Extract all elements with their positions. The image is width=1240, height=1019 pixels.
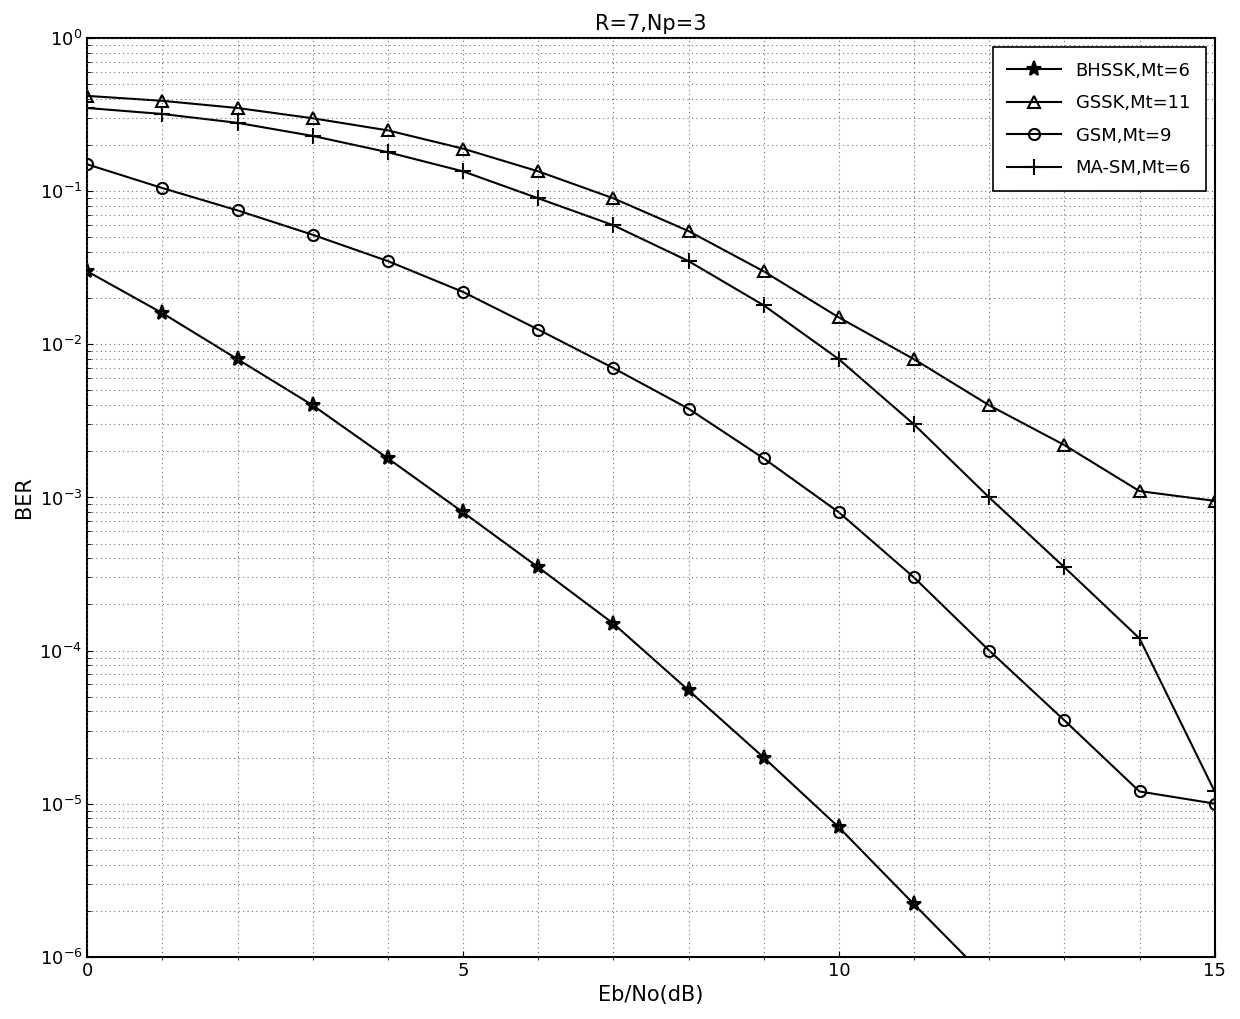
- MA-SM,Mt=6: [1208, 786, 1223, 798]
- MA-SM,Mt=6: [455, 165, 470, 177]
- X-axis label: Eb/No(dB): Eb/No(dB): [598, 985, 703, 1005]
- GSSK,Mt=11: [155, 95, 170, 107]
- GSSK,Mt=11: [982, 399, 997, 412]
- Line: MA-SM,Mt=6: MA-SM,Mt=6: [79, 101, 1223, 799]
- MA-SM,Mt=6: [606, 219, 621, 231]
- Line: GSM,Mt=9: GSM,Mt=9: [82, 159, 1220, 809]
- GSM,Mt=9: [305, 228, 320, 240]
- GSSK,Mt=11: [1132, 485, 1147, 497]
- GSM,Mt=9: [79, 158, 94, 170]
- GSM,Mt=9: [606, 362, 621, 374]
- GSM,Mt=9: [531, 323, 546, 335]
- Y-axis label: BER: BER: [14, 477, 33, 519]
- MA-SM,Mt=6: [79, 102, 94, 114]
- BHSSK,Mt=6: [231, 354, 246, 366]
- MA-SM,Mt=6: [982, 491, 997, 503]
- GSM,Mt=9: [381, 255, 396, 267]
- GSSK,Mt=11: [231, 102, 246, 114]
- GSM,Mt=9: [906, 572, 921, 584]
- MA-SM,Mt=6: [681, 255, 696, 267]
- GSM,Mt=9: [155, 182, 170, 195]
- MA-SM,Mt=6: [756, 300, 771, 312]
- BHSSK,Mt=6: [906, 898, 921, 910]
- BHSSK,Mt=6: [531, 561, 546, 574]
- BHSSK,Mt=6: [79, 265, 94, 277]
- GSM,Mt=9: [756, 452, 771, 465]
- GSSK,Mt=11: [305, 112, 320, 124]
- GSSK,Mt=11: [1056, 439, 1071, 451]
- GSSK,Mt=11: [606, 193, 621, 205]
- Legend: BHSSK,Mt=6, GSSK,Mt=11, GSM,Mt=9, MA-SM,Mt=6: BHSSK,Mt=6, GSSK,Mt=11, GSM,Mt=9, MA-SM,…: [993, 47, 1205, 192]
- GSM,Mt=9: [1056, 714, 1071, 727]
- GSSK,Mt=11: [831, 312, 846, 324]
- Line: GSSK,Mt=11: GSSK,Mt=11: [81, 90, 1221, 507]
- GSSK,Mt=11: [1208, 495, 1223, 507]
- GSM,Mt=9: [231, 205, 246, 217]
- BHSSK,Mt=6: [305, 399, 320, 412]
- GSM,Mt=9: [982, 644, 997, 656]
- BHSSK,Mt=6: [155, 307, 170, 319]
- BHSSK,Mt=6: [606, 618, 621, 630]
- MA-SM,Mt=6: [906, 419, 921, 431]
- BHSSK,Mt=6: [831, 821, 846, 834]
- GSM,Mt=9: [831, 506, 846, 519]
- MA-SM,Mt=6: [1056, 561, 1071, 574]
- MA-SM,Mt=6: [381, 146, 396, 158]
- GSM,Mt=9: [1132, 786, 1147, 798]
- MA-SM,Mt=6: [155, 108, 170, 120]
- GSM,Mt=9: [455, 286, 470, 299]
- GSSK,Mt=11: [906, 354, 921, 366]
- BHSSK,Mt=6: [455, 506, 470, 519]
- BHSSK,Mt=6: [381, 452, 396, 465]
- MA-SM,Mt=6: [231, 117, 246, 129]
- GSM,Mt=9: [681, 403, 696, 415]
- MA-SM,Mt=6: [305, 129, 320, 142]
- GSSK,Mt=11: [531, 165, 546, 177]
- Title: R=7,Np=3: R=7,Np=3: [595, 14, 707, 34]
- BHSSK,Mt=6: [756, 751, 771, 763]
- GSSK,Mt=11: [79, 90, 94, 102]
- GSSK,Mt=11: [381, 124, 396, 137]
- MA-SM,Mt=6: [531, 193, 546, 205]
- GSSK,Mt=11: [681, 225, 696, 237]
- GSM,Mt=9: [1208, 798, 1223, 810]
- Line: BHSSK,Mt=6: BHSSK,Mt=6: [79, 264, 1223, 1019]
- MA-SM,Mt=6: [831, 354, 846, 366]
- BHSSK,Mt=6: [681, 684, 696, 696]
- BHSSK,Mt=6: [982, 974, 997, 986]
- MA-SM,Mt=6: [1132, 633, 1147, 645]
- GSSK,Mt=11: [455, 143, 470, 155]
- GSSK,Mt=11: [756, 265, 771, 277]
